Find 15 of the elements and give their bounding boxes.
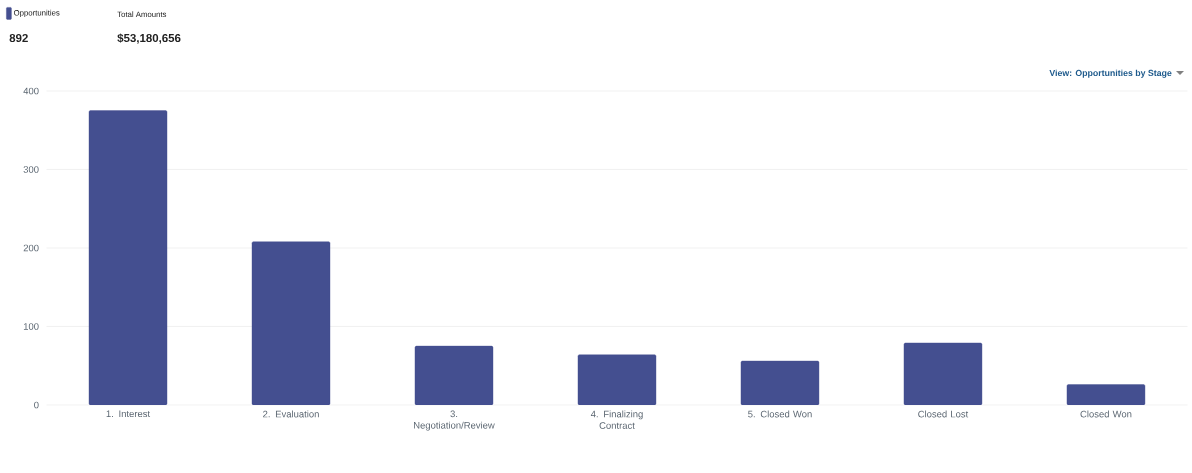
text: $53,180,656 [117, 33, 181, 44]
text: View: Opportunities by Stage [1049, 69, 1172, 78]
y-tick-label: 200 [23, 244, 39, 252]
text: 892 [9, 33, 28, 43]
y-tick-label: 0 [34, 401, 39, 409]
y-tick-label: 400 [23, 87, 39, 95]
y-tick-label: 100 [23, 323, 39, 330]
x-tick-label: 5. Closed Won [748, 410, 812, 418]
x-tick-label: 2. Evaluation [263, 410, 319, 418]
x-tick-label: 4. Finalizing Contract [590, 410, 643, 429]
x-tick-label: 1. Interest [106, 410, 151, 418]
x-tick-label: Closed Lost [918, 410, 969, 418]
x-tick-label: Closed Won [1080, 410, 1132, 418]
x-tick-label: 3. Negotiation/Review [414, 410, 495, 431]
y-tick-label: 300 [23, 166, 39, 173]
